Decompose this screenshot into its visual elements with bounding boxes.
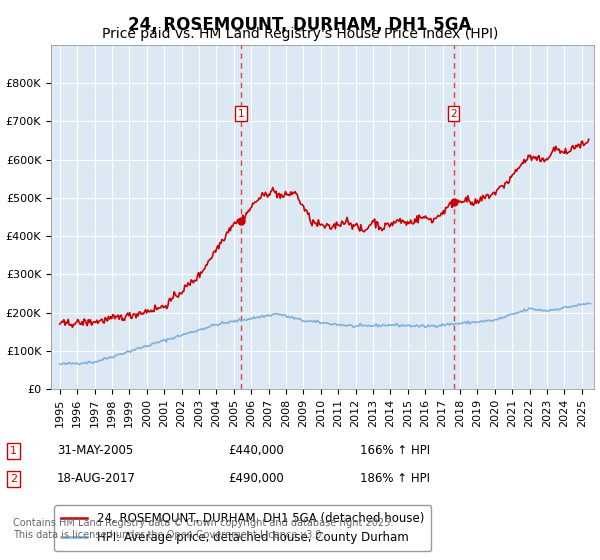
Text: 1: 1 xyxy=(10,446,17,456)
Text: £490,000: £490,000 xyxy=(228,472,284,486)
Text: Contains HM Land Registry data © Crown copyright and database right 2025.
This d: Contains HM Land Registry data © Crown c… xyxy=(13,518,394,540)
Text: 18-AUG-2017: 18-AUG-2017 xyxy=(57,472,136,486)
Text: 1: 1 xyxy=(238,109,244,119)
Text: 2: 2 xyxy=(10,474,17,484)
Text: 186% ↑ HPI: 186% ↑ HPI xyxy=(360,472,430,486)
Text: 24, ROSEMOUNT, DURHAM, DH1 5GA: 24, ROSEMOUNT, DURHAM, DH1 5GA xyxy=(128,16,472,34)
Text: 31-MAY-2005: 31-MAY-2005 xyxy=(57,444,133,458)
Legend: 24, ROSEMOUNT, DURHAM, DH1 5GA (detached house), HPI: Average price, detached ho: 24, ROSEMOUNT, DURHAM, DH1 5GA (detached… xyxy=(54,505,431,552)
Text: Price paid vs. HM Land Registry's House Price Index (HPI): Price paid vs. HM Land Registry's House … xyxy=(102,27,498,41)
Text: £440,000: £440,000 xyxy=(228,444,284,458)
Text: 166% ↑ HPI: 166% ↑ HPI xyxy=(360,444,430,458)
Text: 2: 2 xyxy=(450,109,457,119)
